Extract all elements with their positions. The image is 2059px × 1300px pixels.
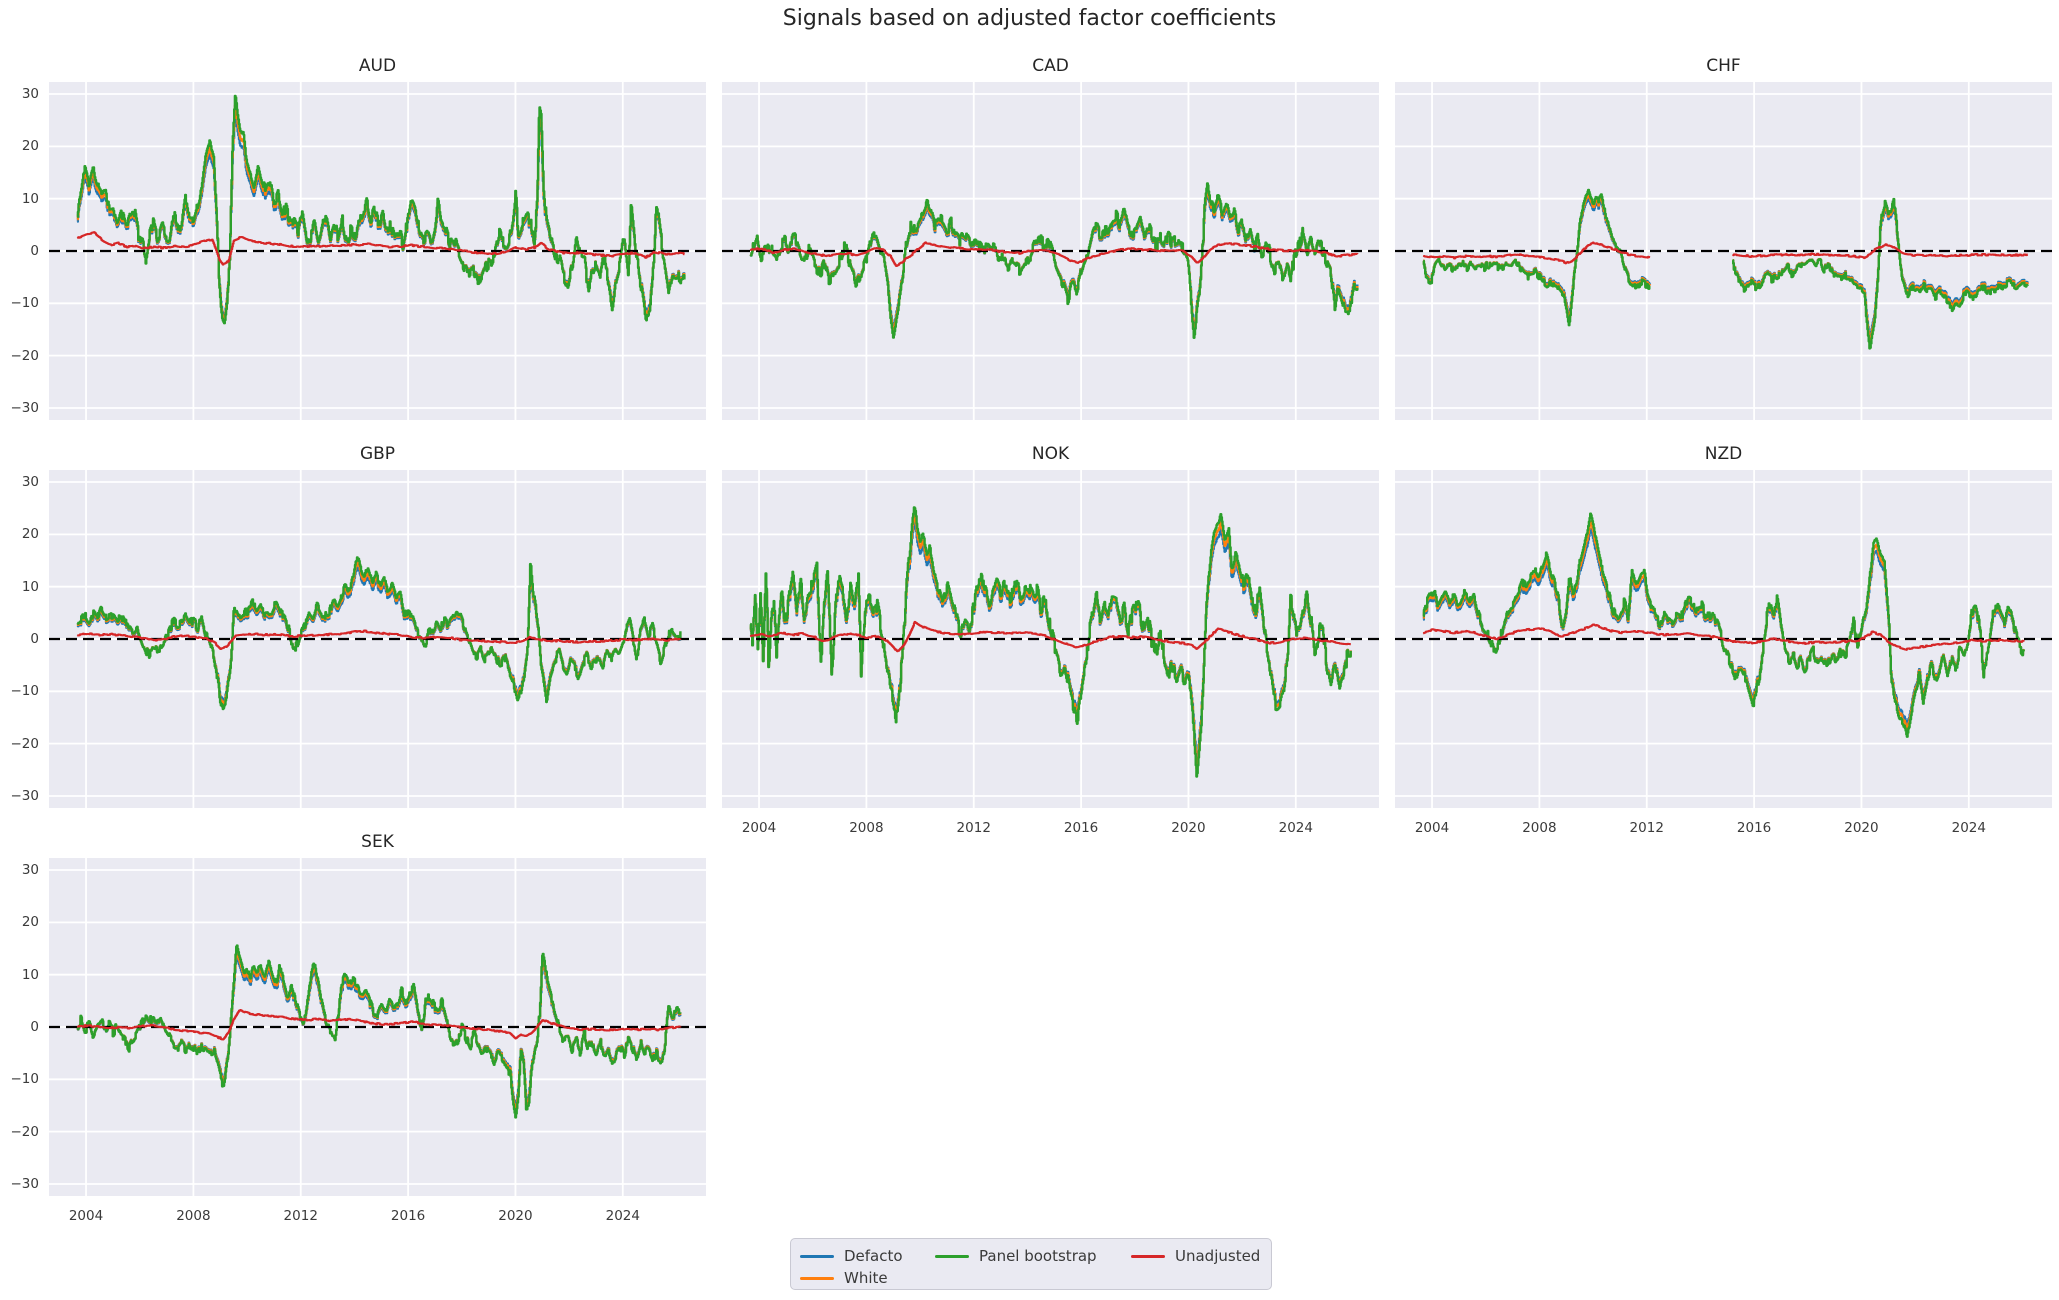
- series-panel-bootstrap-sek: [76, 944, 682, 1119]
- x-tick-label: 2008: [849, 820, 884, 836]
- y-tick-label: −10: [10, 295, 40, 312]
- series-unadjusted-nzd: [1422, 623, 2025, 651]
- y-tick-label: 20: [21, 138, 39, 155]
- legend-box: Defacto White Panel bootstrap Unadjusted: [790, 1238, 1272, 1290]
- series-panel-bootstrap-nok: [749, 506, 1352, 778]
- x-tick-label: 2008: [176, 1208, 211, 1224]
- x-tick-label: 2024: [605, 1208, 640, 1224]
- legend-label-white: White: [844, 1269, 888, 1287]
- x-tick-label: 2004: [741, 820, 777, 836]
- x-tick-label: 2004: [68, 1208, 104, 1224]
- x-tick-label: 2012: [1629, 820, 1664, 836]
- series-unadjusted-nok: [749, 620, 1352, 653]
- x-tick-label: 2012: [283, 1208, 318, 1224]
- legend-label-panel-bootstrap: Panel bootstrap: [979, 1247, 1097, 1265]
- legend-item-defacto: Defacto: [800, 1245, 903, 1267]
- x-tick-label: 2020: [498, 1208, 533, 1224]
- plot-area-aud: [49, 82, 706, 420]
- panel-title-nzd: NZD: [1704, 444, 1743, 464]
- series-unadjusted-sek: [76, 1008, 682, 1041]
- y-tick-label: 30: [21, 474, 39, 491]
- x-tick-label: 2004: [1414, 820, 1450, 836]
- y-tick-label: 30: [21, 862, 39, 879]
- panel-title-cad: CAD: [1032, 56, 1069, 76]
- series-panel-bootstrap-chf: [1422, 188, 2029, 350]
- panel-title-gbp: GBP: [359, 444, 396, 464]
- panel-title-aud: AUD: [358, 56, 397, 76]
- plot-area-chf: [1395, 82, 2052, 420]
- x-tick-label: 2024: [1951, 820, 1986, 836]
- legend-item-unadjusted: Unadjusted: [1131, 1245, 1260, 1267]
- y-tick-label: 20: [21, 914, 39, 931]
- figure-title: Signals based on adjusted factor coeffic…: [782, 6, 1277, 31]
- legend-item-panel-bootstrap: Panel bootstrap: [935, 1245, 1097, 1267]
- y-tick-label: 0: [30, 631, 39, 647]
- x-tick-label: 2016: [1736, 820, 1772, 836]
- plot-area-gbp: [49, 470, 706, 808]
- y-tick-label: 30: [21, 86, 39, 103]
- x-tick-label: 2012: [956, 820, 991, 836]
- y-tick-label: 0: [30, 1019, 39, 1035]
- series-panel-bootstrap-nzd: [1422, 512, 2025, 738]
- plot-area-nzd: [1395, 470, 2052, 808]
- y-tick-label: 10: [21, 190, 39, 207]
- x-tick-label: 2008: [1522, 820, 1557, 836]
- y-tick-label: −30: [10, 1175, 40, 1192]
- plot-area-nok: [722, 470, 1379, 808]
- y-tick-label: −20: [10, 1123, 40, 1140]
- panel-bootstrap-line-swatch-icon: [935, 1254, 969, 1258]
- x-tick-label: 2016: [1063, 820, 1099, 836]
- y-tick-label: −20: [10, 347, 40, 364]
- plot-area-cad: [722, 82, 1379, 420]
- plot-area-sek: [49, 858, 706, 1196]
- legend-label-defacto: Defacto: [844, 1247, 903, 1265]
- y-tick-label: 10: [21, 578, 39, 595]
- series-unadjusted-cad: [749, 241, 1359, 267]
- y-tick-label: 0: [30, 243, 39, 259]
- series-panel-bootstrap-cad: [749, 182, 1359, 339]
- series-unadjusted-chf: [1422, 241, 2029, 265]
- panel-title-nok: NOK: [1031, 444, 1070, 464]
- white-line-swatch-icon: [800, 1276, 834, 1280]
- y-tick-label: −30: [10, 399, 40, 416]
- x-tick-label: 2024: [1278, 820, 1313, 836]
- y-tick-label: 20: [21, 526, 39, 543]
- panel-title-sek: SEK: [361, 832, 394, 852]
- unadjusted-line-swatch-icon: [1131, 1254, 1165, 1258]
- y-tick-label: −20: [10, 735, 40, 752]
- x-tick-label: 2016: [390, 1208, 426, 1224]
- x-tick-label: 2020: [1171, 820, 1206, 836]
- series-unadjusted-aud: [76, 231, 685, 266]
- legend-item-white: White: [800, 1267, 888, 1289]
- y-tick-label: 10: [21, 966, 39, 983]
- series-panel-bootstrap-aud: [76, 94, 686, 325]
- defacto-line-swatch-icon: [800, 1254, 834, 1258]
- series-panel-bootstrap-gbp: [76, 556, 682, 711]
- y-tick-label: −30: [10, 787, 40, 804]
- panel-title-chf: CHF: [1706, 56, 1741, 76]
- series-unadjusted-gbp: [76, 629, 682, 650]
- y-tick-label: −10: [10, 683, 40, 700]
- y-tick-label: −10: [10, 1071, 40, 1088]
- legend-label-unadjusted: Unadjusted: [1175, 1247, 1261, 1265]
- x-tick-label: 2020: [1844, 820, 1879, 836]
